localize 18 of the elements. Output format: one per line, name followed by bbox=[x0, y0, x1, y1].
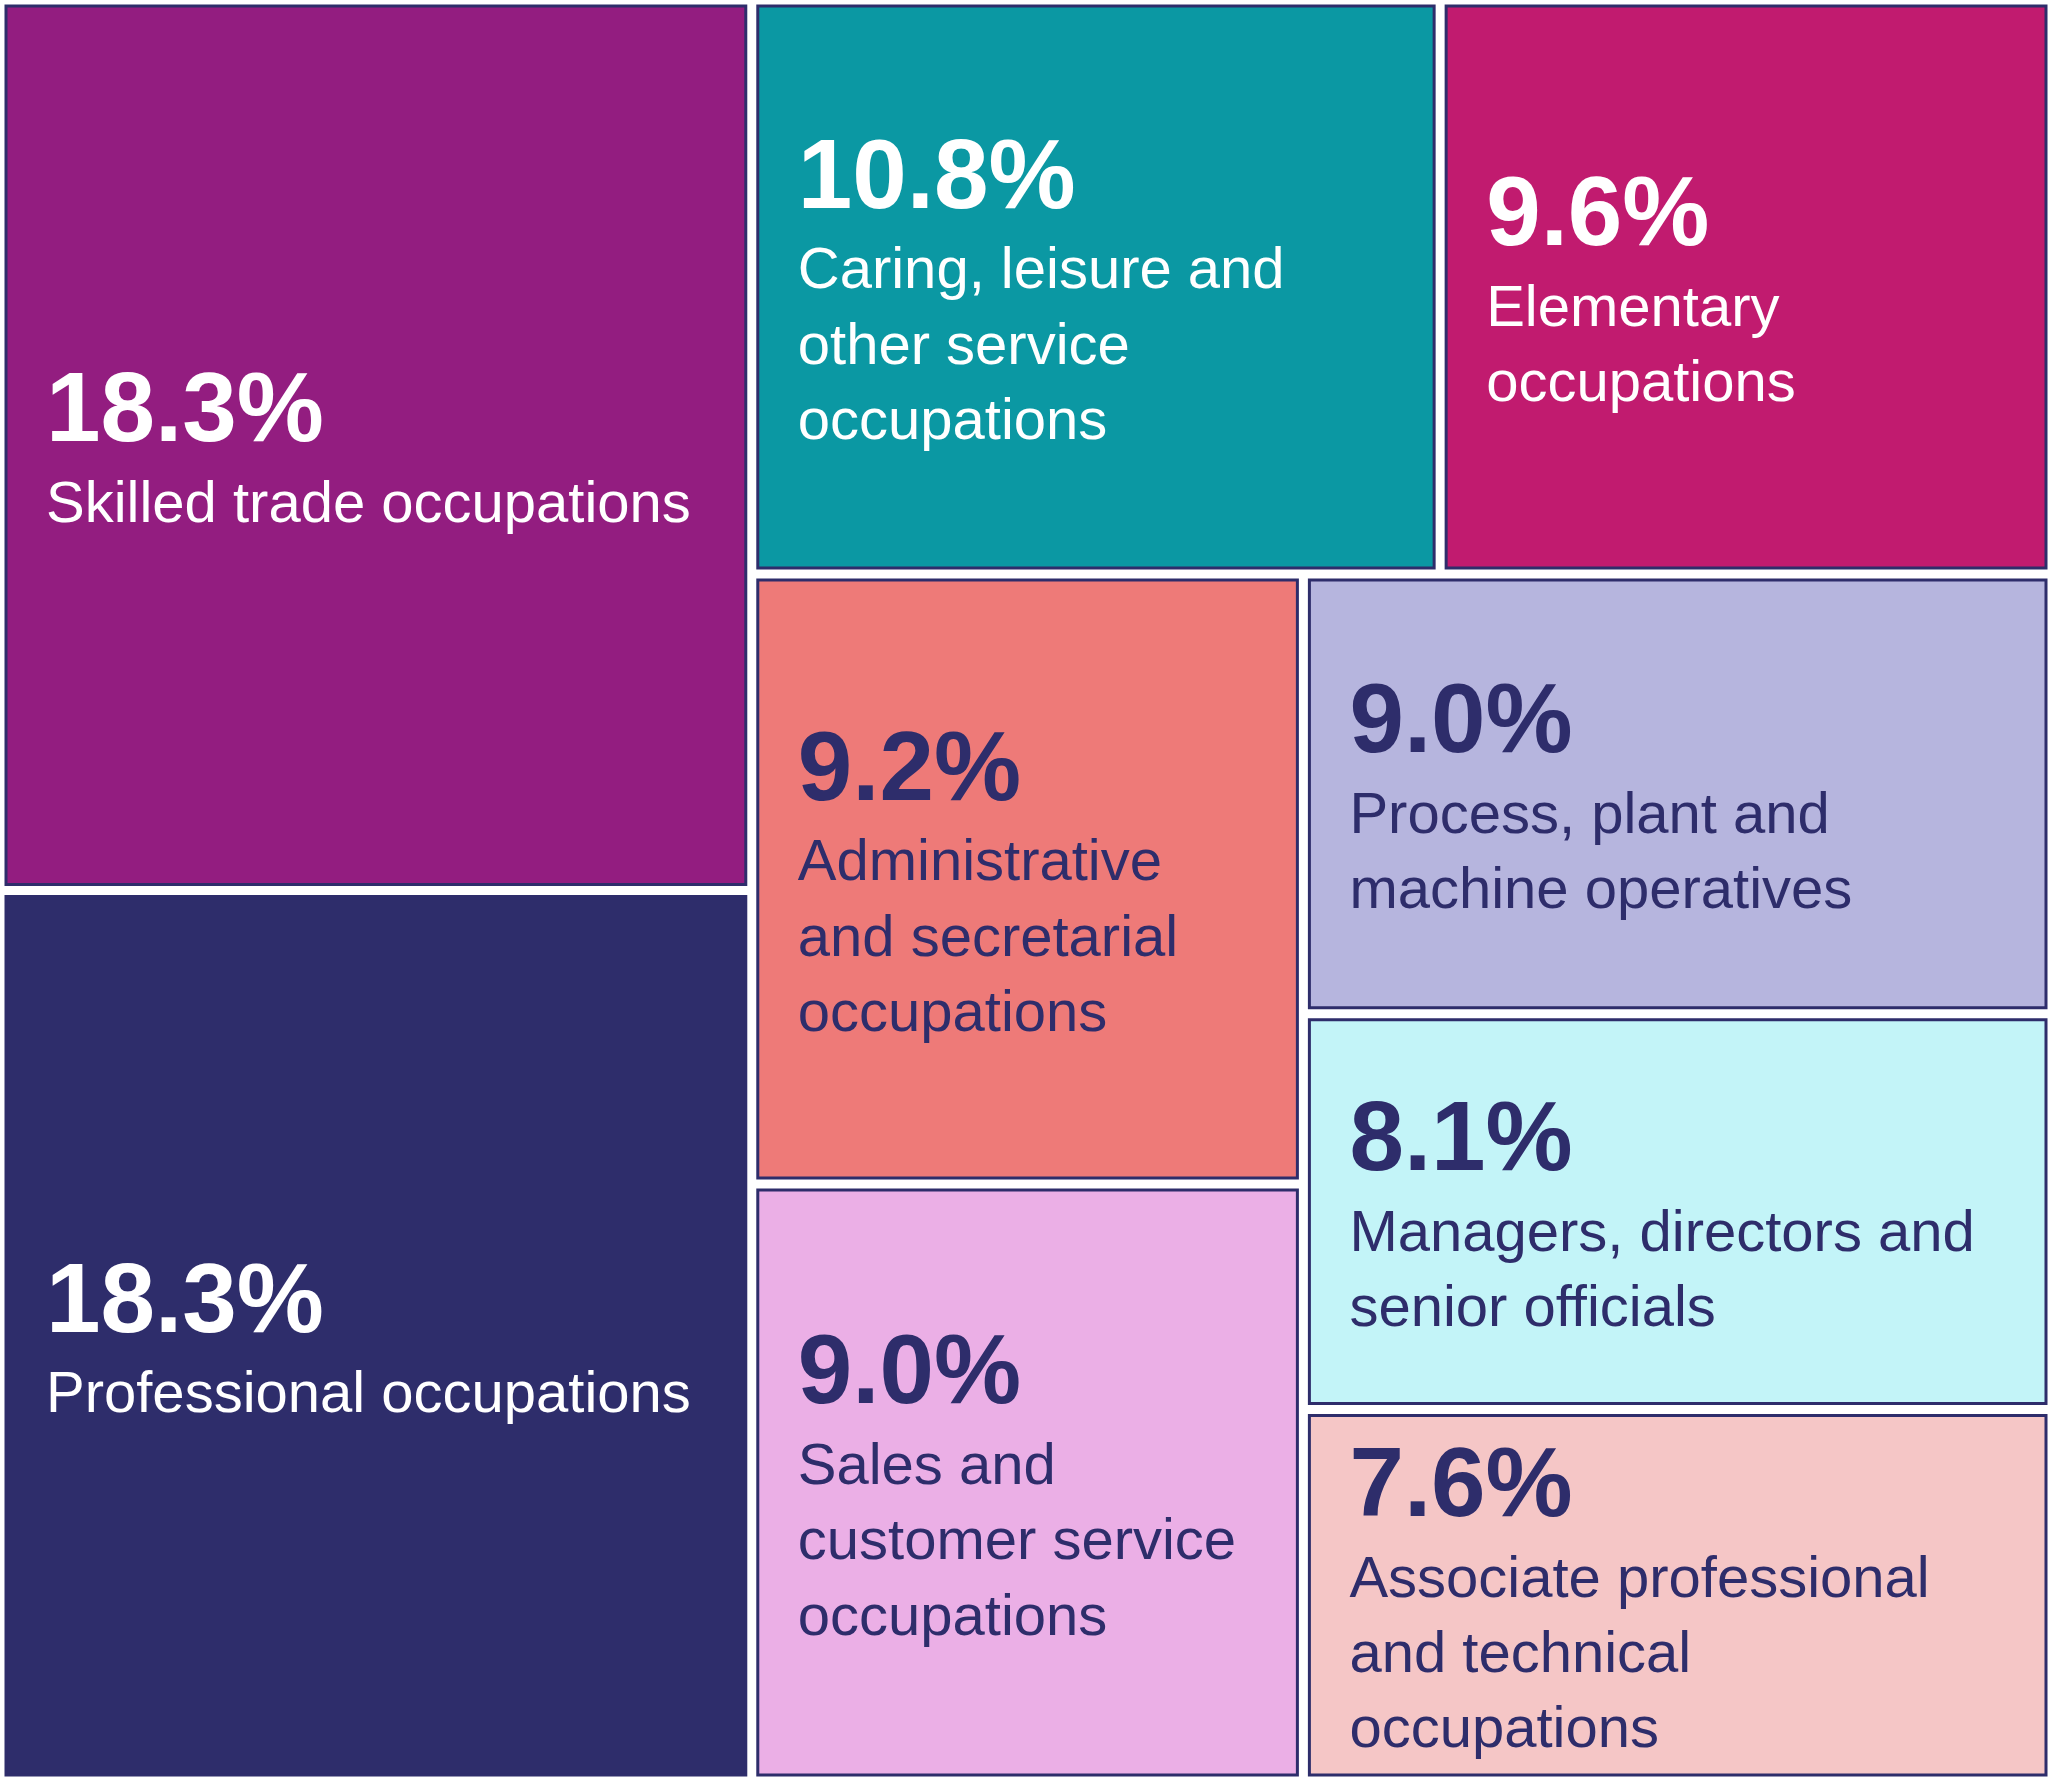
data-label: 18.3% bbox=[46, 1241, 325, 1355]
data-label: 9.6% bbox=[1486, 155, 1711, 268]
category-label: Caring, leisure and other service occupations bbox=[797, 234, 1286, 453]
category-label: Associate professional and technical occupations bbox=[1349, 1542, 1931, 1762]
data-label: 7.6% bbox=[1349, 1425, 1574, 1539]
data-label: 9.0% bbox=[797, 1313, 1023, 1426]
data-label: 18.3% bbox=[46, 351, 325, 464]
category-label: Professional occupations bbox=[46, 1358, 692, 1427]
category-label: Skilled trade occupations bbox=[46, 467, 692, 536]
data-label: 10.8% bbox=[797, 117, 1077, 231]
category-label: Sales and customer service occupations bbox=[797, 1429, 1238, 1649]
category-label: Managers, directors and senior officials bbox=[1349, 1196, 1976, 1340]
data-label: 9.2% bbox=[797, 709, 1023, 823]
category-label: Elementary occupations bbox=[1486, 271, 1797, 416]
category-label: Administrative and secretarial occupations bbox=[797, 826, 1180, 1046]
data-label: 8.1% bbox=[1349, 1079, 1574, 1193]
data-label: 9.0% bbox=[1349, 662, 1574, 775]
category-label: Process, plant and machine operatives bbox=[1349, 778, 1854, 923]
